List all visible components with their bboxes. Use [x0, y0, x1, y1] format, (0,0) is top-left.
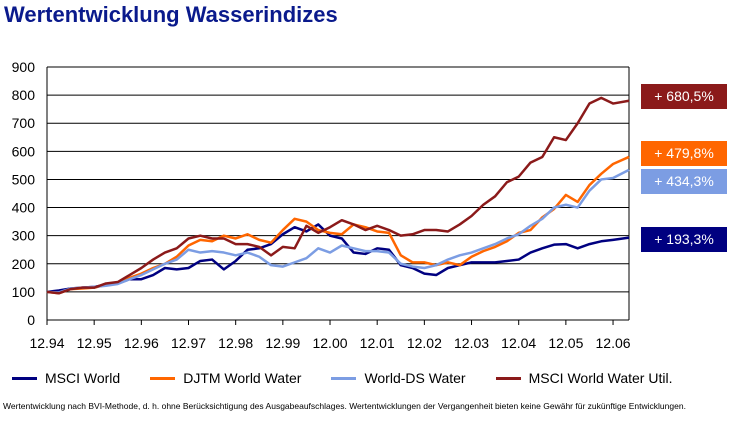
x-tick-label: 12.94 [29, 335, 64, 351]
x-tick-label: 12.01 [360, 335, 395, 351]
legend-label: World-DS Water [364, 370, 466, 386]
legend-item: MSCI World [12, 370, 120, 386]
legend: MSCI World DJTM World Water World-DS Water… [12, 370, 702, 386]
y-tick-label: 400 [12, 200, 36, 216]
end-value-badge: + 479,8% [641, 141, 727, 166]
y-tick-label: 800 [12, 87, 36, 103]
y-tick-label: 700 [12, 115, 36, 131]
y-tick-label: 300 [12, 228, 36, 244]
footnote: Wertentwicklung nach BVI-Methode, d. h. … [3, 401, 686, 411]
legend-swatch [150, 376, 176, 380]
x-tick-label: 12.03 [454, 335, 489, 351]
series-line-djtm-world-water [46, 155, 630, 295]
legend-swatch [331, 376, 357, 380]
y-tick-label: 0 [27, 312, 35, 328]
series-line-world-ds-water [46, 168, 630, 294]
x-tick-label: 12.06 [596, 335, 631, 351]
y-tick-label: 100 [12, 284, 36, 300]
series-line-msci-world [46, 223, 630, 294]
legend-swatch [495, 376, 521, 380]
x-tick-label: 12.05 [548, 335, 583, 351]
end-value-badge: + 193,3% [641, 227, 727, 252]
legend-swatch [12, 376, 37, 380]
legend-label: DJTM World Water [183, 370, 302, 386]
y-tick-label: 200 [12, 256, 36, 272]
x-tick-label: 12.95 [77, 335, 112, 351]
legend-label: MSCI World Water Util. [528, 370, 673, 386]
page-title: Wertentwicklung Wasserindizes [4, 2, 338, 27]
end-value-badge: + 434,3% [641, 169, 727, 194]
x-tick-label: 12.98 [218, 335, 253, 351]
y-tick-label: 600 [12, 143, 36, 159]
series-line-msci-world-water-util- [46, 96, 630, 295]
x-tick-label: 12.04 [501, 335, 536, 351]
legend-label: MSCI World [45, 370, 121, 386]
legend-item: MSCI World Water Util. [495, 370, 673, 386]
line-chart: 0 100 200 300 400 500 600 700 800 900 12.94 12.95 12… [12, 59, 631, 351]
x-tick-label: 12.99 [265, 335, 300, 351]
y-tick-label: 900 [12, 59, 36, 75]
legend-item: World-DS Water [331, 370, 466, 386]
legend-item: DJTM World Water [150, 370, 301, 386]
x-tick-label: 12.96 [124, 335, 159, 351]
x-tick-label: 12.00 [312, 335, 347, 351]
end-value-badge: + 680,5% [641, 84, 727, 109]
y-tick-label: 500 [12, 171, 36, 187]
x-tick-label: 12.97 [171, 335, 206, 351]
x-tick-label: 12.02 [407, 335, 442, 351]
